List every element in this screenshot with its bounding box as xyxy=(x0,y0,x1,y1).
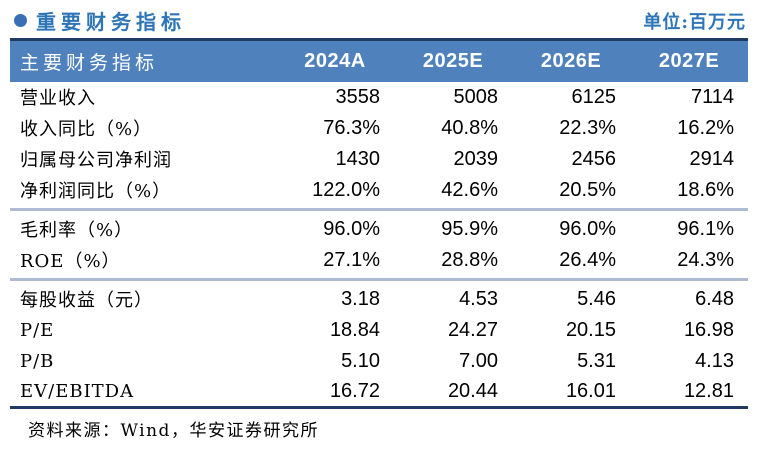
cell-value: 20.44 xyxy=(447,379,498,402)
cell-value: 24.27 xyxy=(447,318,498,341)
circle-bullet-icon xyxy=(14,14,27,27)
cell-value: 5008 xyxy=(453,85,499,108)
row-label: P/B xyxy=(20,350,55,372)
table-row: ROE（%） 27.1% 28.8% 26.4% 24.3% xyxy=(10,245,748,276)
section-title: 重要财务指标 xyxy=(36,10,186,34)
financial-indicators-table: 主要财务指标 2024A 2025E 2026E 2027E 营业收入 3558 5008… xyxy=(10,38,748,409)
cell-value: 24.3% xyxy=(677,248,734,271)
cell-value: 42.6% xyxy=(441,178,498,201)
cell-value: 7114 xyxy=(690,85,734,108)
cell-value: 12.81 xyxy=(683,379,734,402)
cell-value: 2914 xyxy=(689,147,735,170)
cell-value: 76.3% xyxy=(323,116,380,139)
cell-value: 16.2% xyxy=(677,116,734,139)
cell-value: 4.53 xyxy=(459,287,498,310)
table-row: EV/EBITDA 16.72 20.44 16.01 12.81 xyxy=(10,377,748,408)
divider-line xyxy=(10,208,748,211)
cell-value: 3558 xyxy=(335,85,381,108)
cell-value: 3.18 xyxy=(341,287,380,310)
table-row: 净利润同比（%） 122.0% 42.6% 20.5% 18.6% xyxy=(10,175,748,206)
cell-value: 96.1% xyxy=(677,217,734,240)
divider-line xyxy=(10,278,748,281)
cell-value: 2039 xyxy=(453,147,499,170)
cell-value: 16.98 xyxy=(683,318,734,341)
cell-value: 16.72 xyxy=(329,379,380,402)
table-row: 收入同比（%） 76.3% 40.8% 22.3% 16.2% xyxy=(10,113,748,144)
table-row: P/B 5.10 7.00 5.31 4.13 xyxy=(10,346,748,377)
table-body: 营业收入 3558 5008 6125 7114 收入同比（%） 76.3% 40.8% 22.… xyxy=(10,82,748,408)
cell-value: 5.31 xyxy=(577,349,616,372)
section-divider xyxy=(10,206,748,214)
cell-value: 20.15 xyxy=(565,318,616,341)
unit-label: 单位:百万元 xyxy=(643,11,746,33)
cell-value: 2456 xyxy=(571,147,617,170)
cell-value: 95.9% xyxy=(441,217,498,240)
table-row: 每股收益（元） 3.18 4.53 5.46 6.48 xyxy=(10,284,748,315)
table-row: 归属母公司净利润 1430 2039 2456 2914 xyxy=(10,144,748,175)
column-header: 2025E xyxy=(394,39,512,82)
column-header: 2026E xyxy=(512,39,630,82)
table-header-label: 主要财务指标 xyxy=(10,39,276,82)
cell-value: 5.46 xyxy=(577,287,616,310)
row-label: 营业收入 xyxy=(20,88,96,109)
row-label: 归属母公司净利润 xyxy=(20,150,172,171)
cell-value: 28.8% xyxy=(441,248,498,271)
cell-value: 26.4% xyxy=(559,248,616,271)
cell-value: 6.48 xyxy=(695,287,734,310)
row-label: EV/EBITDA xyxy=(20,380,135,402)
row-label: 毛利率（%） xyxy=(20,220,134,241)
cell-value: 16.01 xyxy=(565,379,616,402)
cell-value: 18.6% xyxy=(677,178,734,201)
cell-value: 5.10 xyxy=(341,349,380,372)
cell-value: 22.3% xyxy=(559,116,616,139)
table-row: P/E 18.84 24.27 20.15 16.98 xyxy=(10,315,748,346)
cell-value: 20.5% xyxy=(559,178,616,201)
cell-value: 96.0% xyxy=(559,217,616,240)
column-header: 2027E xyxy=(630,39,748,82)
cell-value: 1430 xyxy=(335,147,381,170)
cell-value: 4.13 xyxy=(695,349,734,372)
cell-value: 7.00 xyxy=(459,349,498,372)
section-divider xyxy=(10,276,748,284)
table-row: 毛利率（%） 96.0% 95.9% 96.0% 96.1% xyxy=(10,214,748,245)
source-note: 资料来源：Wind，华安证券研究所 xyxy=(28,421,319,441)
cell-value: 18.84 xyxy=(329,318,380,341)
cell-value: 122.0% xyxy=(312,178,380,201)
cell-value: 27.1% xyxy=(323,248,380,271)
table-header-row: 主要财务指标 2024A 2025E 2026E 2027E xyxy=(10,39,748,82)
row-label: P/E xyxy=(20,319,55,341)
cell-value: 6125 xyxy=(571,85,617,108)
cell-value: 40.8% xyxy=(441,116,498,139)
row-label: 净利润同比（%） xyxy=(20,181,172,202)
section-title-bar: 重要财务指标 单位:百万元 xyxy=(0,7,758,34)
table-row: 营业收入 3558 5008 6125 7114 xyxy=(10,82,748,113)
section-title-group: 重要财务指标 xyxy=(14,6,186,35)
column-header: 2024A xyxy=(276,39,394,82)
row-label: 收入同比（%） xyxy=(20,119,153,140)
row-label: 每股收益（元） xyxy=(20,290,153,311)
row-label: ROE（%） xyxy=(20,251,121,272)
cell-value: 96.0% xyxy=(323,217,380,240)
